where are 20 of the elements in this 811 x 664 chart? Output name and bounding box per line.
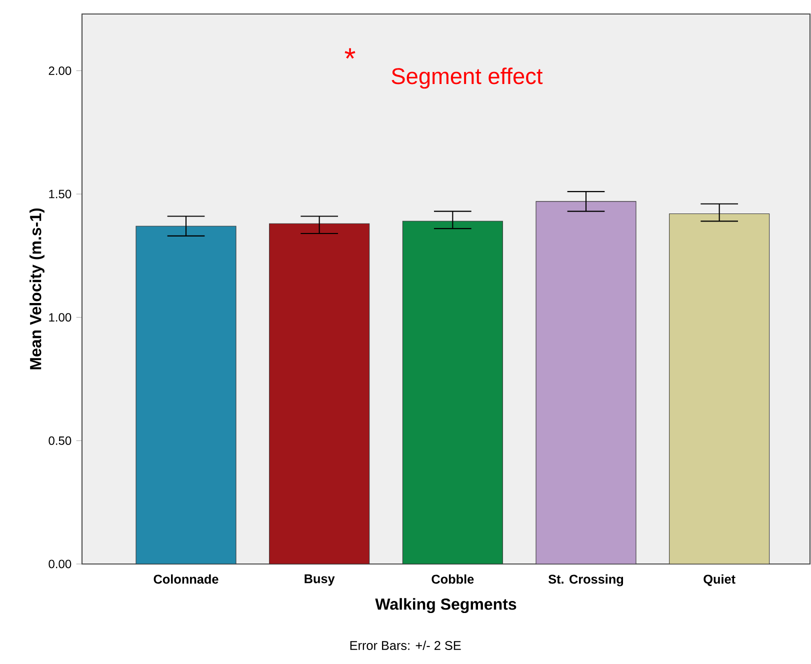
bar: [269, 223, 370, 564]
y-tick-label: 0.50: [48, 436, 72, 445]
text: Error Bars: +/- 2 SE: [350, 640, 461, 650]
annotation: *: [344, 48, 356, 59]
y-tick-label: 1.00: [49, 313, 72, 322]
bar: [136, 226, 236, 564]
x-tick-label: St. Crossing: [548, 574, 624, 586]
x-tick-label: Colonnade: [154, 574, 218, 584]
y-tick-label: 2.00: [48, 66, 72, 75]
x-tick-label: Quiet: [704, 574, 736, 586]
y-axis-title: Mean Velocity (m.s-1): [30, 208, 44, 370]
x-axis-title: Walking Segments: [375, 598, 516, 614]
annotation: Segment effect: [392, 68, 543, 89]
bar: [536, 201, 636, 564]
x-tick-label: Busy: [304, 574, 335, 586]
y-tick-label: 0.00: [48, 560, 72, 568]
bar: [669, 213, 770, 564]
x-tick-label: Cobble: [432, 574, 474, 584]
y-tick-label: 1.50: [49, 190, 72, 198]
bar: [402, 220, 503, 564]
